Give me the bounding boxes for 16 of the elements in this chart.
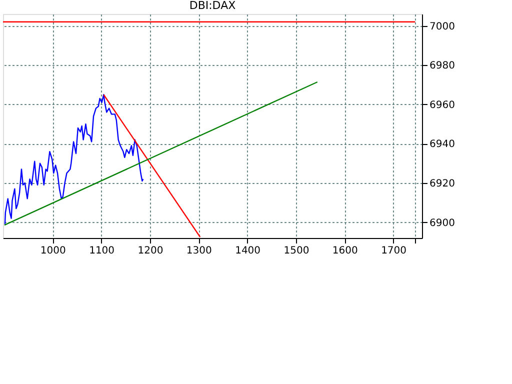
- y-tick-label: 6900: [430, 218, 455, 229]
- x-tick-label: 1700: [381, 246, 407, 256]
- y-tick-label: 6960: [430, 100, 455, 111]
- y-tick-label: 6920: [430, 178, 455, 190]
- x-tick-label: 1300: [186, 246, 212, 256]
- x-tick-label: 1600: [332, 246, 358, 256]
- x-tick-label: 1100: [89, 246, 115, 256]
- x-tick-label: 1200: [138, 246, 164, 256]
- line-series: [4, 94, 144, 225]
- x-tick-label: 1400: [235, 246, 261, 256]
- x-tick-label: 1500: [284, 246, 310, 256]
- x-tick-label: 1000: [40, 246, 66, 256]
- y-tick-label: 6980: [430, 60, 455, 72]
- y-tick-label: 6940: [430, 139, 455, 150]
- y-tick-label: 7000: [430, 21, 455, 32]
- chart-title: DBI:DAX: [189, 0, 236, 12]
